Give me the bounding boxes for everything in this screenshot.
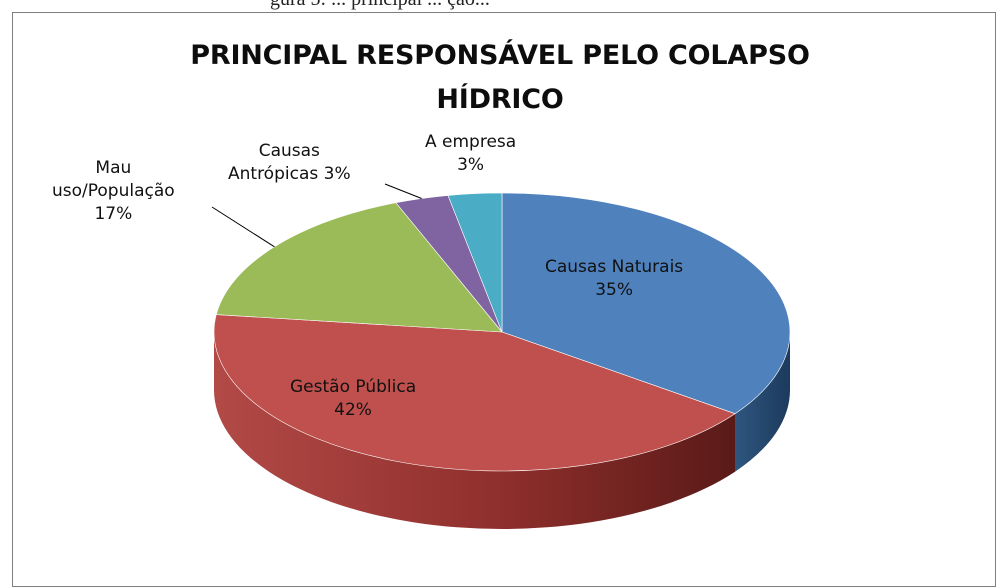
label-a-empresa-pct: 3% [457, 155, 485, 175]
label-mau-uso-name-1: Mau [95, 158, 132, 178]
label-gestao-publica-pct: 42% [334, 400, 372, 420]
leader-line-causas-antropicas [384, 183, 422, 199]
pie-slice-a-empresa [447, 192, 503, 333]
label-mau-uso-name-2: uso/População [52, 181, 175, 201]
pie-side-gestao-publica [214, 332, 735, 529]
leader-line-mau-uso [211, 206, 275, 248]
label-causas-antropicas-name-1: Causas [258, 141, 320, 161]
label-gestao-publica-name: Gestão Pública [290, 377, 417, 397]
pie-slice-causas-naturais [501, 192, 791, 415]
label-causas-antropicas-name-2: Antrópicas 3% [228, 164, 351, 184]
pie-side-causas-naturais [734, 332, 790, 472]
chart-title: PRINCIPAL RESPONSÁVEL PELO COLAPSO HÍDRI… [0, 34, 1000, 122]
label-mau-uso: Mau uso/População 17% [52, 157, 175, 226]
label-gestao-publica: Gestão Pública 42% [290, 376, 416, 422]
page-caption-fragment: gura 5: ... principal ... ção... [270, 0, 490, 11]
label-causas-naturais-name: Causas Naturais [545, 257, 684, 277]
pie-slice-gestao-publica [213, 314, 736, 472]
label-causas-antropicas: Causas Antrópicas 3% [228, 140, 351, 186]
label-causas-naturais: Causas Naturais 35% [545, 256, 683, 302]
label-a-empresa-name: A empresa [425, 132, 517, 152]
label-mau-uso-pct: 17% [94, 204, 133, 224]
chart-title-line-2: HÍDRICO [436, 84, 564, 115]
chart-title-line-1: PRINCIPAL RESPONSÁVEL PELO COLAPSO [190, 40, 810, 71]
label-causas-naturais-pct: 35% [595, 280, 633, 300]
label-a-empresa: A empresa 3% [425, 131, 516, 177]
